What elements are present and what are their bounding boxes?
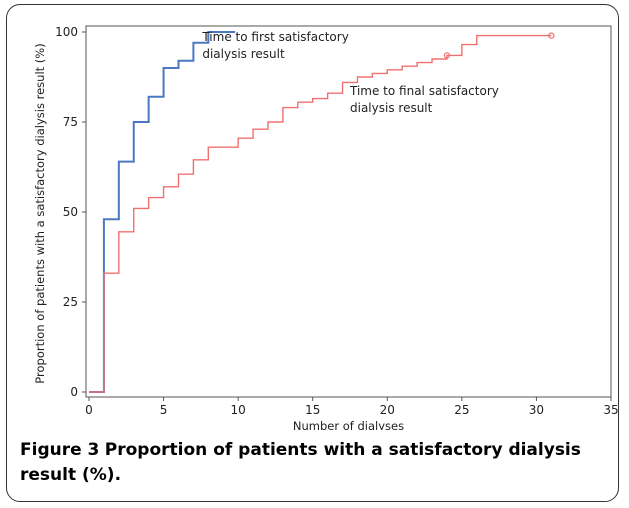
y-tick-label: 0 (70, 385, 78, 399)
censor-marker (548, 32, 555, 39)
y-axis-label: Proportion of patients with a satisfacto… (33, 43, 47, 383)
annotation-line: dialysis result (350, 101, 433, 115)
axes-box (85, 25, 612, 398)
x-tick-label: 5 (160, 403, 168, 417)
x-tick-label: 35 (603, 403, 618, 417)
x-tick-label: 30 (529, 403, 544, 417)
chart: 0 5 10 15 20 25 30 35 0 25 50 75 100 Time to first s… (33, 25, 619, 430)
x-tick-label: 15 (305, 403, 320, 417)
x-tick-label: 20 (380, 403, 395, 417)
caption-label: Figure 3 (20, 440, 100, 460)
y-tick-label: 100 (55, 25, 78, 39)
figure-frame (6, 4, 619, 502)
censor-marker (443, 52, 451, 59)
annotation-group: Time to first satisfactory dialysis resul… (201, 30, 499, 115)
x-tick-label: 25 (454, 403, 469, 417)
figure-caption: Figure 3 Proportion of patients with a s… (20, 438, 605, 488)
caption-text: Proportion of patients with a satisfacto… (20, 440, 581, 485)
y-tick-label: 75 (63, 115, 78, 129)
annotation-line: Time to final satisfactory (349, 84, 499, 98)
series-annotation-2: Time to final satisfactory dialysis resul… (349, 84, 499, 115)
series-line-2 (89, 34, 552, 393)
series-line-1 (89, 31, 236, 393)
annotation-line: Time to first satisfactory (201, 30, 348, 44)
annotation-line: dialysis result (202, 47, 285, 61)
x-axis-label: Number of dialyses (293, 419, 404, 430)
series-group (89, 31, 555, 393)
y-tick-label: 25 (63, 295, 78, 309)
tick-group: 0 5 10 15 20 25 30 35 0 25 50 75 100 (55, 25, 619, 417)
x-tick-label: 10 (231, 403, 246, 417)
y-tick-label: 50 (63, 205, 78, 219)
series-annotation-1: Time to first satisfactory dialysis resul… (201, 30, 348, 61)
x-tick-label: 0 (85, 403, 93, 417)
